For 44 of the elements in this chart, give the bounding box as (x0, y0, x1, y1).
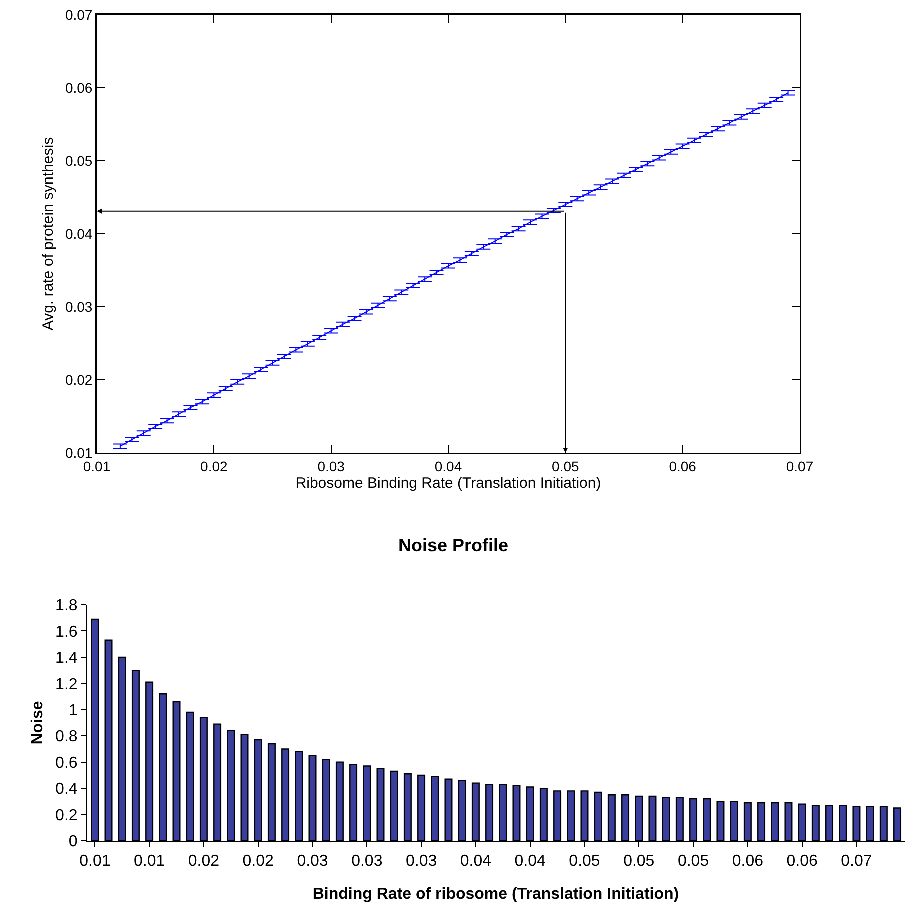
y-tick-label: 1.2 (56, 676, 78, 694)
y-tick-label: 0.8 (56, 728, 78, 746)
x-tick-label: 0.02 (200, 458, 228, 474)
x-tick-label: 0.03 (318, 458, 346, 474)
y-axis-title: Noise (29, 701, 46, 745)
x-axis-title: Binding Rate of ribosome (Translation Initiation) (312, 886, 680, 903)
x-tick-label: 0.01 (83, 458, 111, 474)
y-tick-label: 1 (68, 702, 78, 720)
x-tick-label: 0.04 (460, 853, 492, 870)
x-tick-label: 0.05 (552, 458, 580, 474)
y-axis-title: Avg. rate of protein synthesis (40, 137, 57, 331)
y-tick-label: 0.07 (65, 6, 93, 23)
y-tick-label: 0.05 (65, 152, 93, 169)
x-tick-label: 0.07 (786, 458, 814, 474)
x-tick-label: 0.03 (352, 853, 383, 870)
x-tick-label: 0.02 (242, 853, 274, 870)
y-tick-label: 0.03 (65, 298, 93, 315)
x-tick-label: 0.05 (624, 853, 655, 870)
y-tick-label: 0.2 (56, 807, 78, 824)
x-tick-label: 0.01 (134, 853, 166, 870)
x-axis-title: Ribosome Binding Rate (Translation Initiation) (296, 475, 602, 492)
y-tick-label: 0 (68, 834, 78, 851)
y-tick-label: 1.4 (56, 650, 78, 668)
x-tick-label: 0.06 (786, 853, 818, 870)
x-tick-label: 0.05 (678, 853, 710, 870)
x-tick-label: 0.04 (514, 853, 546, 870)
y-tick-label: 0.06 (65, 80, 93, 96)
x-tick-label: 0.06 (732, 853, 764, 870)
x-tick-label: 0.02 (188, 853, 220, 870)
x-tick-label: 0.04 (434, 458, 462, 474)
x-tick-label: 0.03 (406, 853, 438, 870)
y-tick-label: 1.8 (56, 598, 78, 615)
y-tick-label: 0.04 (65, 226, 93, 242)
x-tick-label: 0.05 (569, 853, 600, 870)
chart-title: Noise Profile (398, 535, 509, 556)
x-tick-label: 0.01 (80, 853, 111, 870)
y-tick-label: 0.02 (65, 372, 93, 388)
y-tick-label: 0.6 (56, 754, 78, 772)
x-tick-label: 0.03 (297, 853, 328, 870)
y-tick-label: 0.01 (65, 444, 93, 461)
x-tick-label: 0.07 (841, 853, 872, 870)
y-tick-label: 0.4 (56, 781, 78, 798)
x-tick-label: 0.06 (669, 458, 697, 474)
y-tick-label: 1.6 (56, 624, 78, 641)
